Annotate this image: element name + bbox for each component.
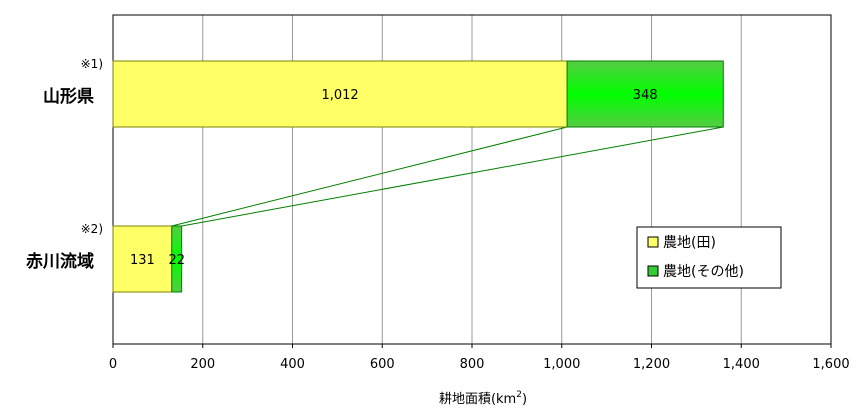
connector-lines [171, 126, 724, 227]
x-tick-label: 0 [109, 357, 117, 372]
x-axis-title-main: 耕地面積(km [439, 391, 516, 407]
data-label-series1: 131 [130, 253, 155, 268]
data-labels: 1,012 348 131 22 [130, 88, 658, 268]
x-tick-label: 1,200 [633, 357, 670, 372]
x-axis-title: 耕地面積(km2) [439, 390, 527, 407]
bars [112, 60, 724, 293]
data-label-series2: 22 [168, 253, 185, 268]
data-label-series2: 348 [633, 88, 658, 103]
bar-segment-series1 [112, 60, 568, 128]
category-note: ※1) [81, 57, 103, 71]
x-axis-title-sup: 2 [516, 390, 522, 400]
category-label: 山形県 [43, 86, 94, 107]
x-tick-label: 1,000 [543, 357, 580, 372]
legend-label-series2: 農地(その他) [663, 264, 744, 280]
bar-segment-series1 [112, 225, 173, 293]
legend-swatch-series2 [647, 265, 659, 277]
x-tick-label: 400 [280, 357, 305, 372]
bar-segment-series2 [566, 60, 724, 128]
connector-line [181, 126, 724, 227]
category-note: ※2) [81, 222, 103, 236]
x-tick-label: 1,600 [812, 357, 849, 372]
x-tick-label: 200 [190, 357, 215, 372]
x-tick-label: 1,400 [723, 357, 760, 372]
category-labels: ※1) 山形県 ※2) 赤川流域 [26, 57, 103, 272]
x-tick-label: 600 [370, 357, 395, 372]
category-label: 赤川流域 [26, 251, 94, 272]
legend-box [636, 226, 782, 289]
bar-segment-series2 [171, 225, 183, 293]
legend-swatch-series1 [647, 236, 659, 248]
data-label-series1: 1,012 [321, 88, 358, 103]
x-tick-label: 800 [460, 357, 485, 372]
x-axis-title-end: ) [522, 392, 527, 407]
x-axis-ticks: 0 200 400 600 800 1,000 1,200 1,400 1,600 [109, 344, 850, 372]
connector-line [171, 126, 568, 227]
legend-label-series1: 農地(田) [663, 235, 716, 251]
legend: 農地(田) 農地(その他) [636, 226, 782, 289]
